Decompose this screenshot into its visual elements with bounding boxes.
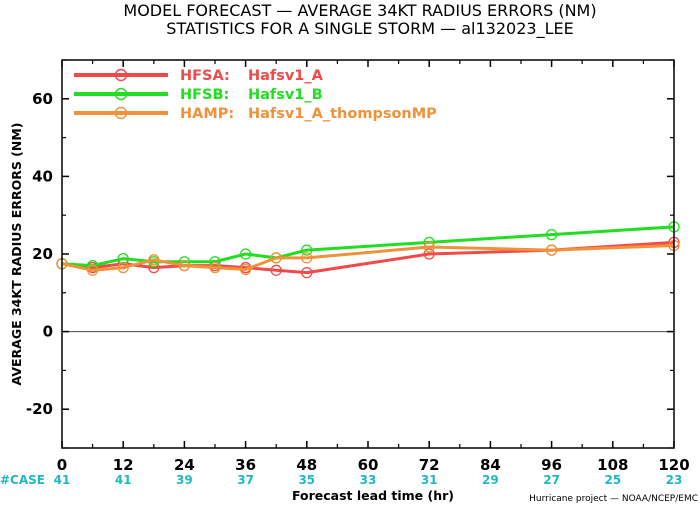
legend-swatch-marker [114, 68, 128, 82]
data-point [423, 248, 435, 260]
legend-desc: Hafsv1_A [248, 68, 324, 84]
data-point [301, 244, 313, 256]
legend-desc: Hafsv1_B [248, 87, 323, 103]
legend-name: HAMP: [180, 106, 234, 122]
data-point [117, 261, 129, 274]
case-count: 29 [482, 473, 499, 487]
data-point [239, 248, 252, 260]
x-tick-label: 36 [235, 456, 256, 474]
data-point [270, 252, 282, 264]
data-point [86, 264, 99, 276]
data-point [117, 253, 129, 265]
x-tick-label: 0 [57, 456, 67, 474]
data-point [148, 254, 160, 266]
legend-swatch-marker [114, 106, 128, 120]
legend-swatch-marker [114, 87, 128, 101]
series-hamp [56, 239, 680, 276]
y-tick-label: 40 [32, 167, 53, 185]
data-point [545, 244, 558, 256]
data-point [545, 228, 558, 241]
legend-name: HFSA: [180, 68, 230, 84]
case-label: #CASE [0, 473, 45, 487]
y-tick-label: 0 [43, 323, 53, 341]
x-tick-label: 12 [113, 456, 134, 474]
data-point [270, 264, 282, 276]
case-counts: 41 41 39 37 35 33 31 29 27 25 23 [54, 473, 683, 487]
case-count: 27 [543, 473, 560, 487]
y-tick-label: 60 [32, 90, 53, 108]
chart-title: MODEL FORECAST — AVERAGE 34KT RADIUS ERR… [123, 1, 596, 20]
case-count: 41 [115, 473, 132, 487]
data-point [301, 252, 313, 264]
legend: HFSA: Hafsv1_A HFSB: Hafsv1_B HAMP: Hafsv1_A_… [74, 68, 437, 122]
data-point [301, 266, 313, 279]
x-tick-label: 84 [480, 456, 501, 474]
series-layer [56, 221, 680, 279]
legend-entry: HAMP: Hafsv1_A_thompsonMP [74, 106, 437, 122]
x-tick-label: 72 [419, 456, 440, 474]
x-tick-label: 96 [541, 456, 562, 474]
x-tick-label: 120 [658, 456, 689, 474]
legend-name: HFSB: [180, 87, 229, 103]
case-count: 23 [666, 473, 683, 487]
case-count: 39 [176, 473, 193, 487]
case-count: 31 [421, 473, 438, 487]
case-count: 33 [360, 473, 377, 487]
y-tick-label: -20 [26, 400, 53, 418]
legend-entry: HFSA: Hafsv1_A [74, 68, 324, 84]
x-axis-label: Forecast lead time (hr) [292, 488, 454, 503]
data-point [209, 261, 221, 274]
data-point [178, 259, 191, 272]
data-point [423, 241, 435, 253]
x-tick-label: 48 [296, 456, 317, 474]
case-count: 25 [604, 473, 621, 487]
case-count: 35 [298, 473, 315, 487]
chart-titles: MODEL FORECAST — AVERAGE 34KT RADIUS ERR… [123, 1, 596, 39]
credit-text: Hurricane project — NOAA/NCEP/EMC [529, 494, 698, 504]
legend-entry: HFSB: Hafsv1_B [74, 87, 323, 103]
legend-desc: Hafsv1_A_thompsonMP [248, 106, 437, 122]
case-count: 37 [237, 473, 254, 487]
data-point [239, 263, 252, 276]
y-tick-label: 20 [32, 245, 53, 263]
x-tick-label: 60 [358, 456, 379, 474]
x-tick-label: 108 [597, 456, 628, 474]
chart-subtitle: STATISTICS FOR A SINGLE STORM — al132023… [166, 19, 573, 39]
y-axis-label: AVERAGE 34KT RADIUS ERRORS (NM) [9, 122, 24, 385]
x-tick-label: 24 [174, 456, 195, 474]
axis-ticks: 0 12 24 36 48 60 72 84 96 108 120 -20 0 20 40 60 [26, 59, 690, 474]
case-count: 41 [54, 473, 71, 487]
